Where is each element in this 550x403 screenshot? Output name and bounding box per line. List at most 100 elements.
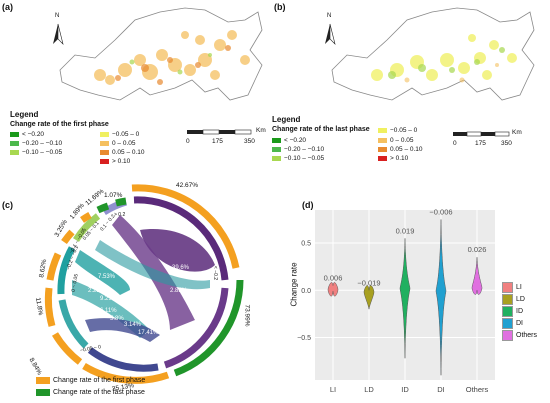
legend-item: −0.20 – −0.10 bbox=[272, 146, 324, 153]
legend-swatch bbox=[10, 150, 19, 155]
pixel-cluster bbox=[388, 47, 505, 79]
chord-ribbon bbox=[95, 240, 210, 290]
legend-swatch bbox=[272, 147, 281, 152]
legend-swatch bbox=[100, 132, 109, 137]
violin-di bbox=[435, 219, 447, 376]
inner-arc bbox=[57, 246, 76, 295]
outer-arc-first bbox=[61, 229, 75, 245]
inner-percent: 17.41% bbox=[138, 330, 159, 336]
violin-ld bbox=[363, 285, 375, 310]
outer-percent: 73.99% bbox=[243, 304, 251, 327]
y-tick-label: 0.5 bbox=[301, 241, 311, 248]
legend-swatch bbox=[502, 318, 513, 329]
inner-percent: 6.11% bbox=[100, 308, 117, 314]
chord-ribbon bbox=[85, 318, 160, 342]
panel-label: (a) bbox=[2, 2, 13, 12]
chord-ribbon bbox=[75, 250, 130, 295]
legend-item: 0 – 0.05 bbox=[100, 140, 136, 147]
panel-label: (d) bbox=[302, 200, 314, 210]
pixel-cluster bbox=[129, 53, 212, 75]
outer-arc-last bbox=[115, 197, 127, 207]
legend-item: > 0.10 bbox=[100, 158, 130, 165]
legend-item: −0.10 – −0.05 bbox=[10, 149, 62, 156]
outer-percent: 42.67% bbox=[176, 182, 199, 189]
inner-arc bbox=[87, 347, 159, 372]
map-a bbox=[59, 7, 263, 101]
panel-label: (c) bbox=[2, 200, 13, 210]
map-b bbox=[331, 7, 535, 101]
legend-title: Legend bbox=[10, 110, 39, 119]
panel-c: (c) 42.67% 73.99% 35.13% 8.84% 11.8% 8.6… bbox=[0, 170, 275, 403]
value-label: 0.006 bbox=[324, 274, 343, 283]
inner-percent: 7.53% bbox=[98, 274, 116, 280]
scale-unit: Km bbox=[256, 127, 266, 134]
north-label: N bbox=[327, 13, 332, 19]
legend-item: < −0.20 bbox=[10, 131, 44, 138]
legend-item: −0.05 – 0 bbox=[100, 131, 139, 138]
violin-chart: 0.5 0.0 −0.5 0.006 LI −0.019 LD 0.019 ID −0.006 DI… bbox=[297, 207, 495, 394]
legend-item: −0.05 – 0 bbox=[378, 127, 417, 134]
scale-tick: 175 bbox=[475, 140, 486, 147]
legend-swatch bbox=[36, 389, 50, 396]
violin-others bbox=[471, 257, 483, 295]
scale-tick: 0 bbox=[453, 140, 457, 147]
inner-arc bbox=[73, 213, 101, 242]
outer-arc-last bbox=[173, 279, 244, 377]
violin-legend-item: LD bbox=[502, 294, 525, 305]
pixel-cluster bbox=[94, 30, 250, 85]
inner-percent: 9.29% bbox=[100, 296, 118, 302]
legend-item: 0 – 0.05 bbox=[378, 137, 414, 144]
panel-b: (b) N Legend Change rate of the last pha… bbox=[272, 0, 550, 170]
violin-legend-item: DI bbox=[502, 318, 523, 329]
outer-arc-first bbox=[131, 184, 240, 269]
chord-ribbon bbox=[140, 229, 215, 272]
legend-item: −0.20 – −0.10 bbox=[10, 140, 62, 147]
legend-swatch bbox=[378, 156, 387, 161]
legend-swatch bbox=[502, 306, 513, 317]
x-tick-label: LD bbox=[364, 385, 374, 394]
x-tick-label: Others bbox=[466, 385, 489, 394]
legend-item: −0.10 – −0.05 bbox=[272, 155, 324, 162]
legend-subtitle: Change rate of the first phase bbox=[10, 121, 109, 128]
legend-item: > 0.10 bbox=[378, 155, 408, 162]
scale-bar bbox=[453, 131, 510, 137]
north-label: N bbox=[55, 13, 60, 19]
pixel-cluster bbox=[404, 63, 499, 83]
legend-swatch bbox=[502, 282, 513, 293]
legend-subtitle: Change rate of the last phase bbox=[272, 126, 370, 133]
chord-legend-item: Change rate of the last phase bbox=[36, 389, 145, 396]
legend-swatch bbox=[100, 150, 109, 155]
chord-legend-item: Change rate of the first phase bbox=[36, 377, 145, 384]
y-tick-label: 0.0 bbox=[301, 288, 311, 295]
panel-label: (b) bbox=[274, 2, 286, 12]
value-label: −0.019 bbox=[357, 278, 380, 287]
legend-item: < −0.20 bbox=[272, 137, 306, 144]
legend-swatch bbox=[378, 147, 387, 152]
legend-item: 0.05 – 0.10 bbox=[378, 146, 423, 153]
scale-tick: 350 bbox=[501, 140, 512, 147]
north-arrow-icon bbox=[53, 23, 64, 45]
inner-percent: 39.6% bbox=[172, 265, 190, 271]
legend-swatch bbox=[10, 132, 19, 137]
legend-swatch bbox=[502, 294, 513, 305]
region-outline bbox=[331, 7, 535, 101]
panel-a: (a) N Legend Change rate of the first ph… bbox=[0, 0, 270, 165]
chord-diagram bbox=[44, 184, 244, 384]
north-arrow-icon bbox=[325, 23, 336, 45]
inner-percent: 3.14% bbox=[124, 322, 142, 328]
scale-tick: 175 bbox=[212, 138, 223, 145]
violin-li bbox=[327, 282, 339, 297]
outer-arc-first bbox=[80, 211, 92, 223]
outer-percent: 1.07% bbox=[104, 192, 123, 199]
legend-swatch bbox=[378, 128, 387, 133]
scale-bar bbox=[187, 129, 252, 135]
legend-swatch bbox=[272, 156, 281, 161]
inner-percent: 2.25% bbox=[88, 288, 106, 294]
pixel-cluster bbox=[115, 45, 231, 85]
violin-legend-item: ID bbox=[502, 306, 523, 317]
y-tick-label: −0.5 bbox=[297, 335, 311, 342]
legend-swatch bbox=[10, 141, 19, 146]
violin-legend-item: LI bbox=[502, 282, 522, 293]
legend-swatch bbox=[100, 141, 109, 146]
x-tick-label: ID bbox=[401, 385, 409, 394]
